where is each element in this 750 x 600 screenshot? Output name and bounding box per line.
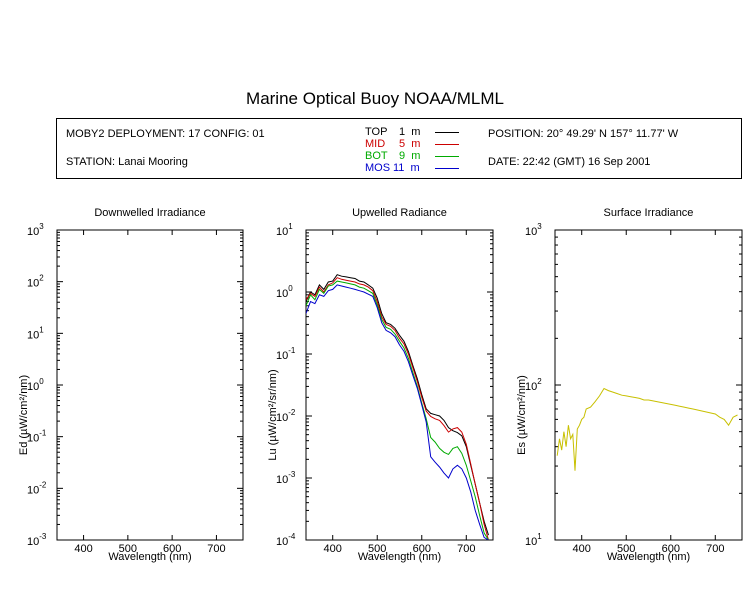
y-tick-label: 101 [27, 325, 44, 341]
x-tick-label: 600 [662, 543, 680, 555]
y-tick-label: 10-3 [276, 470, 296, 486]
series-line-mos [306, 284, 489, 540]
legend-depth: 9 [399, 150, 406, 162]
x-tick-label: 600 [163, 543, 181, 555]
station-text: STATION: Lanai Mooring [66, 156, 188, 168]
x-axis-label: Wavelength (nm) [607, 551, 690, 563]
y-tick-label: 10-3 [27, 532, 47, 548]
legend-label: MOS [365, 162, 391, 174]
info-box: MOBY2 DEPLOYMENT: 17 CONFIG: 01 STATION:… [56, 118, 742, 179]
x-tick-label: 600 [413, 543, 431, 555]
y-tick-label: 102 [27, 274, 44, 290]
x-tick-label: 400 [74, 543, 92, 555]
x-tick-label: 500 [119, 543, 137, 555]
y-tick-label: 101 [276, 222, 293, 238]
chart-panel-3: Surface Irradiance 400 500 600 700 Wavelength… [516, 207, 743, 563]
legend-depth: 1 [399, 126, 406, 138]
x-tick-label: 500 [617, 543, 635, 555]
y-axis-label: Es (µW/cm²/nm) [516, 375, 528, 455]
legend-swatch-mos [435, 168, 459, 169]
x-tick-label: 700 [706, 543, 724, 555]
deployment-text: MOBY2 DEPLOYMENT: 17 CONFIG: 01 [66, 128, 265, 140]
y-tick-label: 103 [27, 222, 44, 238]
x-axis-label: Wavelength (nm) [358, 551, 441, 563]
y-tick-label: 103 [525, 222, 542, 238]
plot-frame [554, 229, 743, 541]
position-text: POSITION: 20° 49.29' N 157° 11.77' W [488, 128, 679, 140]
legend-unit: m [411, 126, 421, 138]
page-title: Marine Optical Buoy NOAA/MLML [246, 89, 504, 108]
y-tick-label: 100 [27, 377, 44, 393]
legend-label: BOT [365, 150, 388, 162]
y-tick-label: 102 [525, 377, 542, 393]
y-tick-label: 10-4 [276, 532, 296, 548]
chart-panel-1: Downwelled Irradiance 400 500 600 700 Wavelen… [18, 207, 244, 563]
legend-entry-top: TOP 1 m [365, 127, 420, 138]
legend-depth: 11 [393, 162, 405, 174]
legend-swatch-bot [435, 156, 459, 157]
y-tick-label: 10-2 [27, 480, 47, 496]
chart-title: Upwelled Radiance [352, 207, 447, 219]
series-line-s0 [556, 387, 738, 471]
plot-frame [56, 229, 244, 541]
x-tick-label: 700 [457, 543, 475, 555]
y-tick-label: 10-1 [27, 429, 47, 445]
x-tick-label: 400 [324, 543, 342, 555]
series-line-top [306, 274, 489, 536]
date-text: DATE: 22:42 (GMT) 16 Sep 2001 [488, 156, 651, 168]
y-tick-label: 10-2 [276, 408, 296, 424]
y-axis-label: Lu (µW/cm²/sr/nm) [267, 369, 279, 460]
x-axis-label: Wavelength (nm) [108, 551, 191, 563]
legend-label: MID [365, 138, 386, 150]
legend-unit: m [411, 150, 421, 162]
series-line-bot [306, 280, 489, 540]
x-tick-label: 400 [573, 543, 591, 555]
chart-panel-2: Upwelled Radiance 400 500 600 700 Wavelength … [267, 207, 494, 563]
legend-unit: m [410, 162, 420, 174]
y-tick-label: 100 [276, 284, 293, 300]
y-axis-label: Ed (µW/cm²/nm) [18, 375, 30, 455]
x-tick-label: 700 [207, 543, 225, 555]
chart-title: Surface Irradiance [604, 207, 694, 219]
x-tick-label: 500 [368, 543, 386, 555]
legend-swatch-mid [435, 144, 459, 145]
legend-unit: m [411, 138, 421, 150]
legend-entry-mos: MOS 11 m [365, 163, 420, 174]
legend-swatch-top [435, 132, 459, 133]
chart-title: Downwelled Irradiance [94, 207, 205, 219]
y-tick-label: 101 [525, 532, 542, 548]
legend-entry-mid: MID 5 m [365, 139, 420, 150]
plot-frame [305, 229, 494, 541]
legend-entry-bot: BOT 9 m [365, 151, 420, 162]
legend-label: TOP [365, 126, 388, 138]
legend-depth: 5 [399, 138, 406, 150]
y-tick-label: 10-1 [276, 346, 296, 362]
series-line-mid [306, 277, 489, 540]
